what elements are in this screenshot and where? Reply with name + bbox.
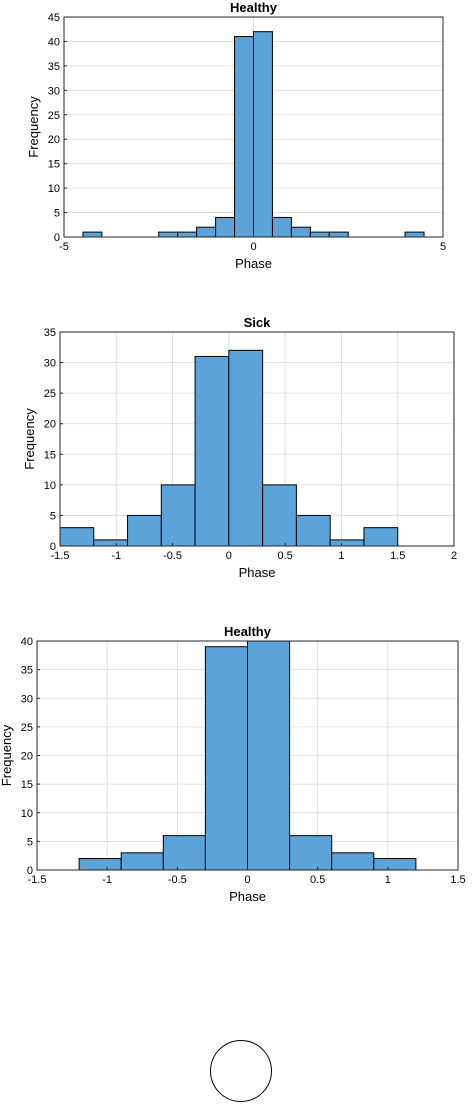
x-tick-label: 1	[385, 874, 391, 886]
y-tick-label: 25	[21, 722, 33, 734]
y-tick-label: 30	[44, 358, 56, 370]
y-tick-label: 25	[48, 110, 60, 122]
histogram-bar	[82, 231, 103, 238]
y-tick-label: 5	[54, 208, 60, 220]
y-axis-label: Frequency	[22, 408, 37, 470]
histogram-bar	[373, 858, 417, 871]
x-tick-label: 1	[338, 550, 344, 562]
histogram-bar	[271, 216, 292, 238]
y-tick-label: 0	[54, 232, 60, 244]
histogram-bar	[295, 514, 331, 547]
histogram-bar	[289, 835, 333, 871]
y-tick-label: 15	[48, 159, 60, 171]
histogram-bar	[363, 527, 399, 547]
chart-title: Healthy	[230, 0, 278, 15]
x-tick-label: 0	[226, 550, 232, 562]
histogram-bar	[331, 852, 375, 871]
y-tick-label: 45	[48, 12, 60, 24]
x-tick-label: 5	[440, 241, 446, 253]
x-tick-label: 2	[451, 550, 457, 562]
y-tick-label: 10	[48, 183, 60, 195]
y-tick-label: 40	[21, 636, 33, 648]
histogram-bar	[290, 226, 311, 238]
histogram-bar	[234, 36, 255, 238]
y-tick-label: 15	[44, 449, 56, 461]
x-tick-label: -5	[59, 241, 69, 253]
axes-frame	[59, 331, 455, 547]
y-tick-label: 35	[44, 327, 56, 339]
histogram-bar	[328, 231, 349, 238]
x-tick-label: 0.5	[310, 874, 325, 886]
chart-title: Sick	[244, 315, 272, 330]
histogram-bar	[194, 355, 230, 547]
histogram-bar	[253, 31, 273, 238]
histogram-bar	[404, 231, 425, 238]
y-tick-label: 0	[27, 865, 33, 877]
x-tick-label: -1.5	[28, 874, 47, 886]
histogram-bar	[228, 349, 264, 547]
x-axis-label: Phase	[239, 565, 276, 580]
x-tick-label: -0.5	[168, 874, 187, 886]
histogram-bar	[158, 231, 179, 238]
histogram-bar	[162, 835, 206, 871]
chart-title: Healthy	[224, 624, 272, 639]
histogram-bar	[93, 539, 129, 547]
x-axis-label: Phase	[235, 256, 272, 271]
histogram-healthy-top: -5 0 5051015202530354045HealthyPhaseFreque…	[26, 0, 446, 271]
circle-badge	[210, 1040, 272, 1102]
y-tick-label: 0	[50, 541, 56, 553]
x-tick-label: -1	[102, 874, 112, 886]
histogram-bar	[59, 527, 95, 547]
y-tick-label: 25	[44, 388, 56, 400]
histogram-bar	[329, 539, 365, 547]
histogram-bar	[196, 226, 217, 238]
x-tick-label: 1.5	[390, 550, 405, 562]
x-tick-label: 0	[250, 241, 256, 253]
histogram-bar	[78, 858, 122, 871]
y-tick-label: 30	[21, 693, 33, 705]
histogram-bar	[215, 216, 236, 238]
x-tick-label: -1.5	[51, 550, 70, 562]
x-tick-label: 1.5	[450, 874, 465, 886]
y-tick-label: 40	[48, 36, 60, 48]
y-tick-label: 20	[44, 419, 56, 431]
y-tick-label: 30	[48, 85, 60, 97]
y-tick-label: 15	[21, 779, 33, 791]
histogram-bar	[204, 646, 248, 871]
y-axis-label: Frequency	[0, 724, 14, 786]
y-tick-label: 20	[48, 134, 60, 146]
histogram-bar	[177, 231, 198, 238]
histogram-healthy-bottom: -1.5 -1 -0.5 0 0.5 1 1.5 0 5 10 15 20 25 30 35 40 Health…	[0, 624, 466, 904]
x-tick-label: 0.5	[277, 550, 292, 562]
y-tick-label: 5	[50, 510, 56, 522]
x-axis-label: Phase	[229, 889, 266, 904]
histogram-sick: -1.5 -1 -0.5 0 0.5 1 1.5 205101520253035SickPha…	[22, 315, 457, 580]
y-tick-label: 20	[21, 751, 33, 763]
histogram-bar	[120, 852, 164, 871]
y-tick-label: 35	[21, 665, 33, 677]
histogram-bar	[247, 640, 291, 871]
y-axis-label: Frequency	[26, 96, 41, 158]
x-tick-label: 0	[244, 874, 250, 886]
x-tick-label: -0.5	[163, 550, 182, 562]
histogram-bar	[127, 514, 162, 547]
histogram-bar	[309, 231, 330, 238]
x-tick-label: -1	[111, 550, 121, 562]
y-tick-label: 10	[21, 808, 33, 820]
y-tick-label: 10	[44, 480, 56, 492]
histogram-bar	[160, 484, 196, 547]
histogram-bar	[262, 484, 297, 547]
y-tick-label: 5	[27, 836, 33, 848]
y-tick-label: 35	[48, 61, 60, 73]
